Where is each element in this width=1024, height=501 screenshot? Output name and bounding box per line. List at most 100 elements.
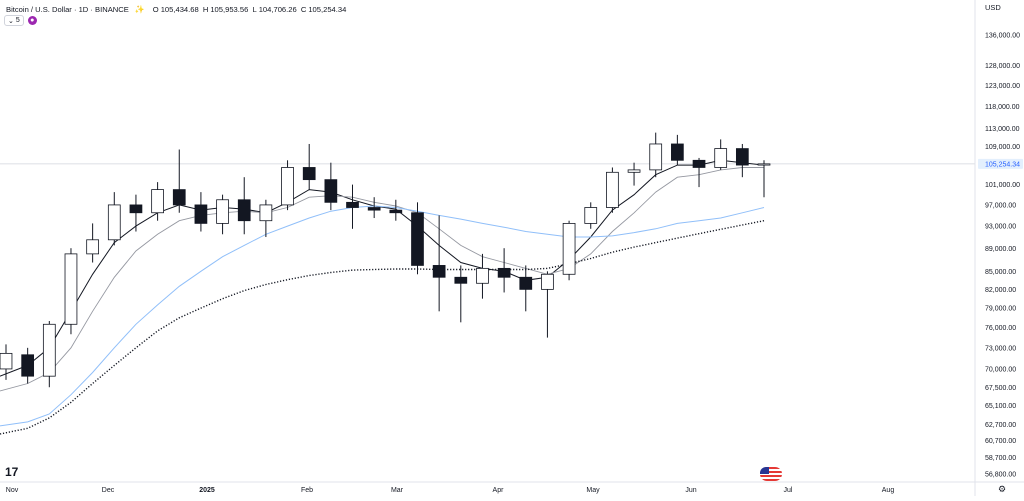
y-tick-label: 89,000.00 <box>985 246 1016 253</box>
candle-body <box>21 354 35 377</box>
ohlc-values: O 105,434.68 H 105,953.56 L 104,706.26 C 105… <box>153 5 349 14</box>
y-tick-label: 58,700.00 <box>985 455 1016 462</box>
candle-body <box>64 253 78 325</box>
close-value: 105,254.34 <box>308 4 347 14</box>
x-tick-label: Feb <box>301 487 313 494</box>
y-tick-label: 85,000.00 <box>985 269 1016 276</box>
low-key: L <box>252 4 257 14</box>
y-tick-label: 62,700.00 <box>985 422 1016 429</box>
candles <box>0 132 771 388</box>
open-value: 105,434.68 <box>160 4 199 14</box>
tradingview-logo-icon[interactable]: 17 <box>5 465 19 479</box>
candle-body <box>86 239 99 255</box>
candle-body <box>606 171 619 208</box>
indicators-row: ⌄ 5 ● <box>4 15 37 26</box>
candle-body <box>259 204 273 222</box>
indicator-count: 5 <box>15 17 20 24</box>
y-tick-label: 118,000.00 <box>985 104 1020 111</box>
moving-average-line-dotted-dark <box>0 220 765 435</box>
x-tick-label: May <box>586 487 600 494</box>
us-flag-icon[interactable] <box>760 467 782 481</box>
candle-body <box>194 204 208 224</box>
indicator-icon[interactable]: ● <box>27 16 37 25</box>
y-tick-label: 101,000.00 <box>985 182 1020 189</box>
y-tick-label: 123,000.00 <box>985 83 1020 90</box>
candle-body <box>151 189 164 214</box>
candle-body <box>541 273 554 290</box>
currency-label[interactable]: USD <box>985 3 1001 12</box>
y-tick-label: 109,000.00 <box>985 144 1020 151</box>
x-tick-label: Nov <box>6 487 19 494</box>
x-tick-label: Jul <box>784 487 793 494</box>
candle-body <box>324 179 338 203</box>
candle-body <box>627 169 641 173</box>
high-key: H <box>202 4 209 14</box>
y-tick-label: 76,000.00 <box>985 325 1016 332</box>
candle-body <box>367 207 381 211</box>
x-tick-label: 2025 <box>199 487 215 494</box>
candle-body <box>735 148 749 166</box>
candle-body <box>42 323 56 377</box>
y-tick-label: 93,000.00 <box>985 224 1016 231</box>
y-tick-label: 60,700.00 <box>985 438 1016 445</box>
candle-body <box>671 143 684 161</box>
candle-body <box>389 209 403 214</box>
x-tick-label: Apr <box>493 487 505 494</box>
candle-body <box>432 265 446 278</box>
moving-average-line-solid-grey <box>0 167 764 392</box>
candle-body <box>237 199 251 222</box>
chevron-down-icon: ⌄ <box>8 17 14 25</box>
candle-body <box>281 167 294 206</box>
open-key: O <box>152 4 159 14</box>
candle-body <box>346 201 359 208</box>
x-tick-label: Aug <box>882 487 895 494</box>
candle-body <box>454 276 468 284</box>
x-tick-label: Jun <box>685 487 696 494</box>
y-tick-label: 97,000.00 <box>985 203 1016 210</box>
candle-body <box>216 199 229 224</box>
candle-body <box>649 143 663 171</box>
low-value: 104,706.26 <box>258 4 297 14</box>
candle-body <box>519 276 533 290</box>
y-tick-label: 82,000.00 <box>985 287 1016 294</box>
y-tick-label: 65,100.00 <box>985 403 1016 410</box>
candle-body <box>562 222 576 275</box>
x-tick-label: Mar <box>391 487 404 494</box>
y-tick-label: 136,000.00 <box>985 33 1020 40</box>
y-tick-label: 56,800.00 <box>985 472 1016 479</box>
candle-body <box>129 204 143 214</box>
y-tick-label: 67,500.00 <box>985 385 1016 392</box>
candle-body <box>714 148 728 168</box>
symbol-legend: Bitcoin / U.S. Dollar · 1D · BINANCE ✨ O… <box>6 2 348 16</box>
share-icon[interactable]: ✨ <box>134 4 145 14</box>
current-price-tag <box>978 158 1023 169</box>
y-tick-label: 70,000.00 <box>985 367 1016 374</box>
candle-body <box>757 163 771 166</box>
candle-body <box>584 207 598 224</box>
y-tick-label: 73,000.00 <box>985 345 1016 352</box>
candle-body <box>302 167 316 181</box>
candle-body <box>107 204 121 241</box>
gear-icon[interactable]: ⚙ <box>998 484 1007 494</box>
y-tick-label: 105,254.34 <box>985 161 1020 168</box>
y-tick-label: 79,000.00 <box>985 306 1016 313</box>
high-value: 105,953.56 <box>210 4 249 14</box>
candle-body <box>172 189 186 206</box>
indicators-toggle-button[interactable]: ⌄ 5 <box>4 15 24 26</box>
moving-average-line-solid-blue <box>0 205 765 427</box>
moving-average-line-solid-dark <box>0 159 765 377</box>
y-tick-label: 113,000.00 <box>985 126 1020 133</box>
candle-body <box>692 159 706 168</box>
candle-body <box>497 267 511 278</box>
moving-averages <box>0 159 765 435</box>
candle-body <box>476 267 489 284</box>
symbol-title[interactable]: Bitcoin / U.S. Dollar · 1D · BINANCE <box>6 4 129 14</box>
y-tick-label: 128,000.00 <box>985 63 1020 70</box>
close-key: C <box>300 4 307 14</box>
candle-body <box>0 352 13 370</box>
x-tick-label: Dec <box>102 487 115 494</box>
candle-body <box>411 212 424 266</box>
